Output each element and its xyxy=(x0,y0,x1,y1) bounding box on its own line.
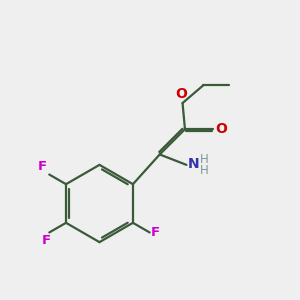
Text: O: O xyxy=(216,122,227,136)
Text: F: F xyxy=(151,226,160,239)
Text: N: N xyxy=(188,157,199,171)
Text: O: O xyxy=(176,87,187,101)
Text: H: H xyxy=(200,153,208,166)
Text: F: F xyxy=(42,234,51,247)
Text: H: H xyxy=(200,164,208,177)
Text: F: F xyxy=(38,160,47,173)
